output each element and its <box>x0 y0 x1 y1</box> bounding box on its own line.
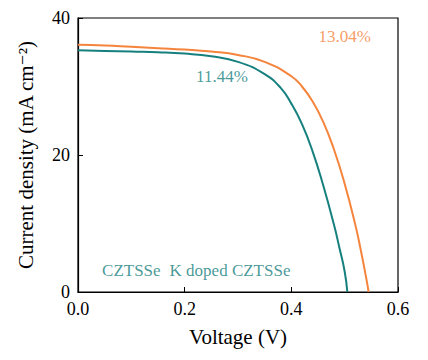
svg-text:Current density (mA cm⁻²): Current density (mA cm⁻²) <box>14 41 38 269</box>
svg-text:20: 20 <box>52 145 70 165</box>
svg-text:0.0: 0.0 <box>67 299 90 319</box>
svg-text:CZTSSe: CZTSSe <box>102 261 161 280</box>
svg-text:0.6: 0.6 <box>387 299 410 319</box>
svg-text:K doped CZTSSe: K doped CZTSSe <box>170 261 291 280</box>
svg-text:0.2: 0.2 <box>173 299 196 319</box>
svg-text:40: 40 <box>52 8 70 28</box>
svg-text:11.44%: 11.44% <box>196 67 248 86</box>
svg-text:13.04%: 13.04% <box>318 27 370 46</box>
svg-text:0: 0 <box>61 282 70 302</box>
svg-text:0.4: 0.4 <box>280 299 303 319</box>
svg-text:Voltage (V): Voltage (V) <box>189 325 287 349</box>
